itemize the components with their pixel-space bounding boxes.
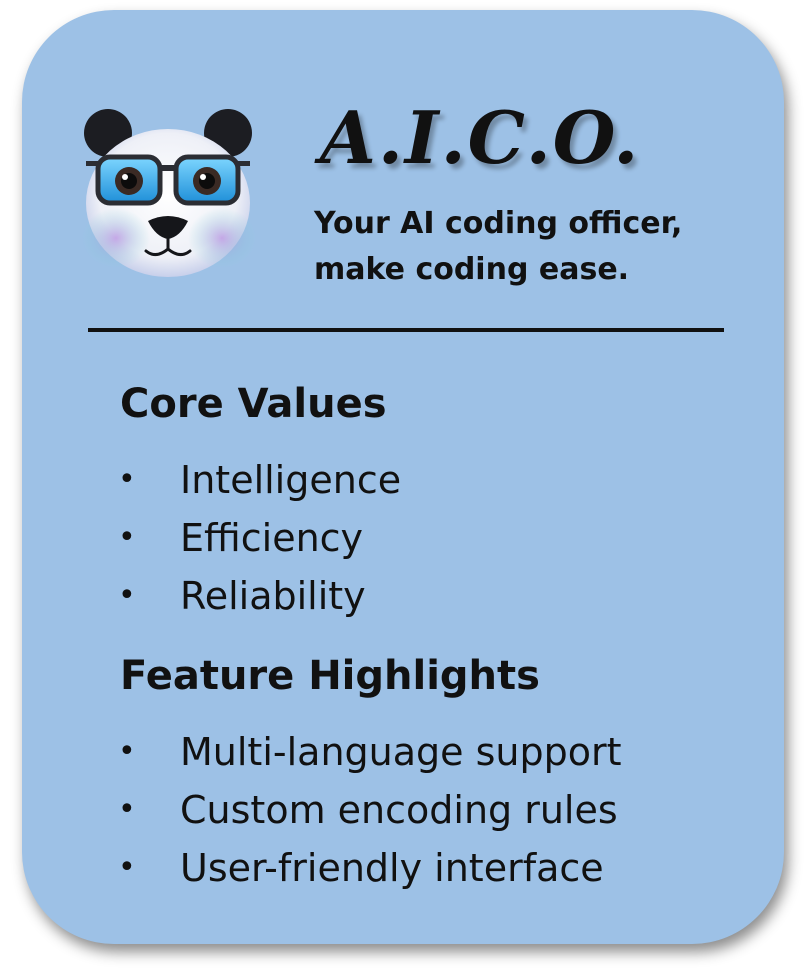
tagline-line-1: Your AI coding officer,: [314, 206, 683, 241]
list-item-text: User-friendly interface: [180, 846, 604, 890]
bullet-icon: •: [118, 792, 136, 827]
list-item-text: Custom encoding rules: [180, 788, 618, 832]
list-item-text: Multi-language support: [180, 730, 622, 774]
feature-highlights-heading: Feature Highlights: [120, 653, 540, 699]
app-title: A.I.C.O.: [320, 95, 641, 180]
core-values-heading: Core Values: [120, 381, 387, 427]
list-item-text: Intelligence: [180, 458, 402, 502]
tagline-line-2: make coding ease.: [314, 252, 630, 287]
bullet-icon: •: [118, 734, 136, 769]
panda-logo-icon: [82, 109, 256, 277]
info-card: A.I.C.O. Your AI coding officer, make co…: [22, 10, 784, 944]
bullet-icon: •: [118, 578, 136, 613]
list-item-text: Efficiency: [180, 516, 364, 560]
list-item-text: Reliability: [180, 574, 366, 618]
tagline: Your AI coding officer, make coding ease…: [314, 201, 754, 293]
bullet-icon: •: [118, 520, 136, 555]
bullet-icon: •: [118, 462, 136, 497]
header-divider: [88, 328, 724, 332]
bullet-icon: •: [118, 850, 136, 885]
